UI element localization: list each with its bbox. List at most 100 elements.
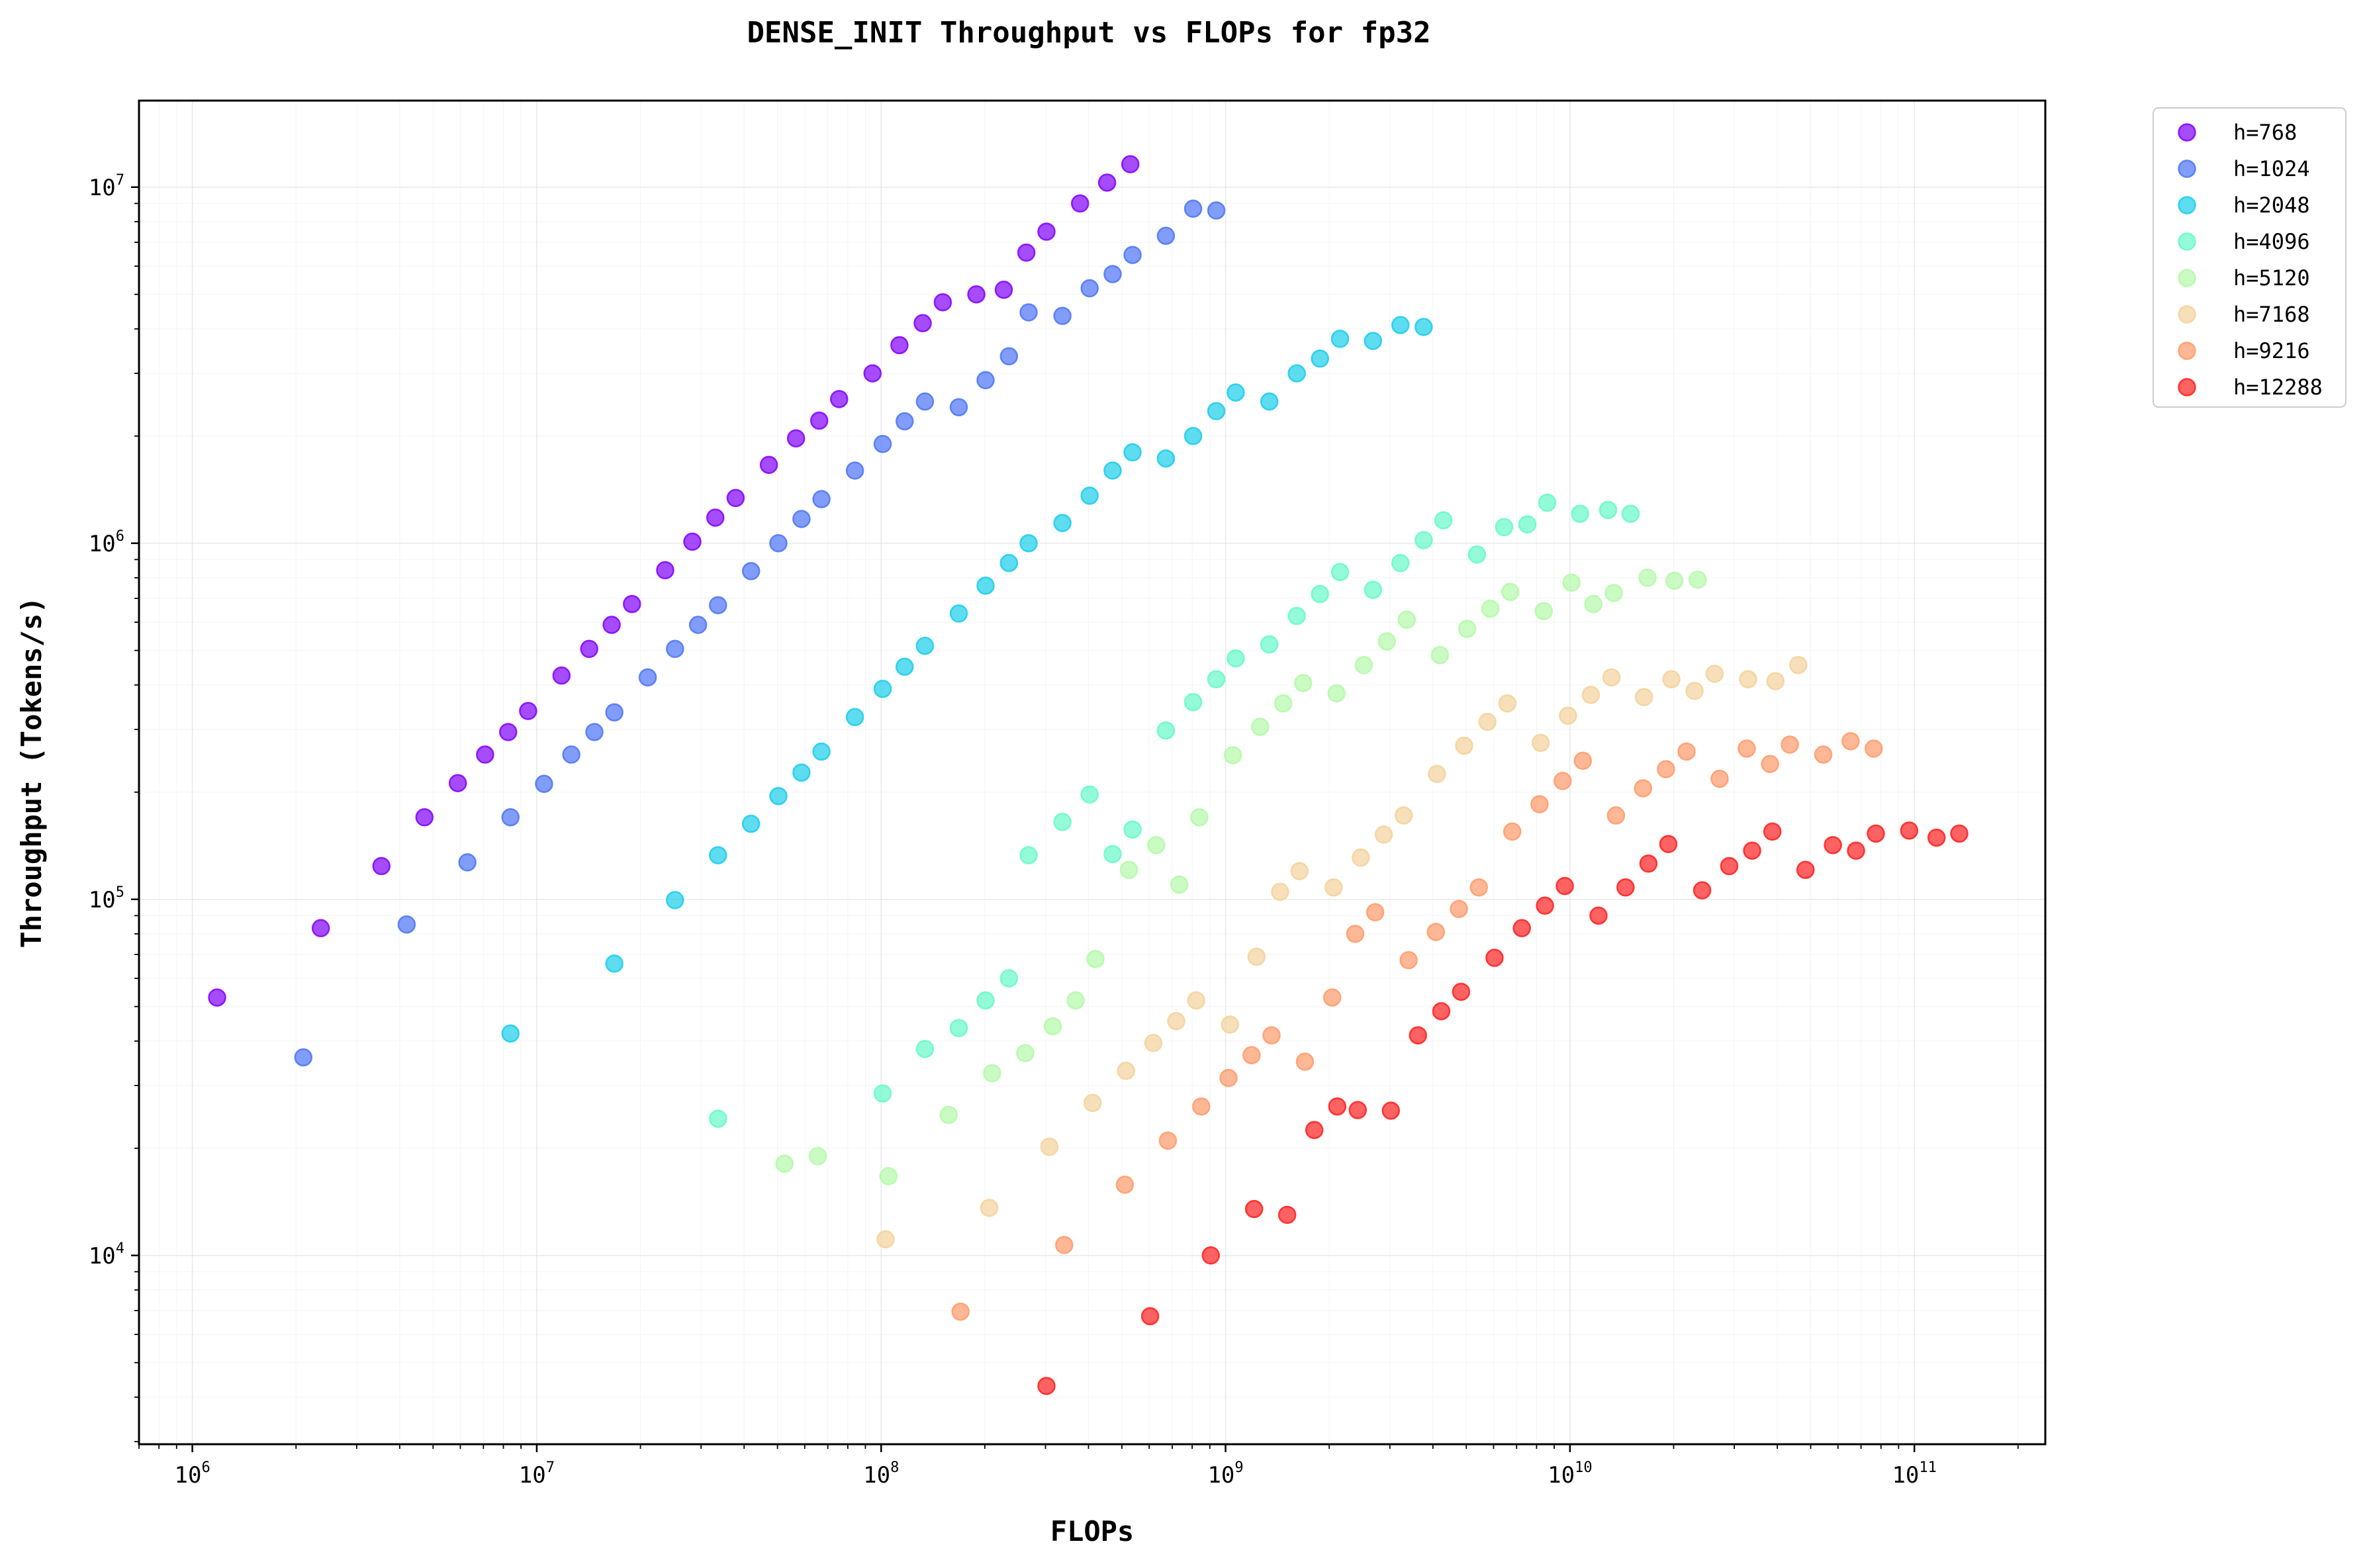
- data-point: [602, 616, 621, 634]
- data-point: [1485, 948, 1504, 967]
- legend-entry-label: h=1024: [2233, 156, 2310, 181]
- data-point: [1824, 836, 1842, 854]
- data-point: [1501, 582, 1520, 602]
- data-point: [501, 1024, 520, 1043]
- legend-marker: [2178, 378, 2196, 396]
- data-point: [1450, 899, 1468, 918]
- data-point: [879, 1167, 898, 1185]
- data-point: [1374, 825, 1393, 844]
- data-point: [1657, 760, 1675, 778]
- data-point: [1498, 694, 1517, 713]
- data-point: [415, 808, 434, 827]
- data-point: [1677, 742, 1696, 761]
- legend-entry-label: h=5120: [2233, 265, 2310, 291]
- data-point: [1738, 739, 1756, 758]
- data-point: [683, 532, 702, 551]
- data-point: [759, 455, 778, 475]
- data-point: [1287, 364, 1306, 383]
- series-h=7168: [876, 655, 1808, 1249]
- data-point: [895, 657, 914, 676]
- data-point: [1055, 1236, 1074, 1254]
- data-point: [1140, 1307, 1160, 1326]
- data-point: [1602, 668, 1621, 687]
- data-point: [1103, 265, 1122, 283]
- data-point: [623, 594, 641, 614]
- data-point: [1121, 155, 1140, 173]
- data-point: [1323, 988, 1342, 1007]
- series-h=9216: [951, 732, 1883, 1321]
- data-point: [638, 668, 657, 687]
- data-point: [895, 412, 914, 431]
- data-point: [1415, 318, 1433, 336]
- data-point: [1066, 991, 1085, 1010]
- data-point: [999, 347, 1019, 366]
- data-point: [1115, 1176, 1135, 1194]
- x-tick-label: 106: [174, 1459, 210, 1489]
- data-point: [535, 774, 553, 794]
- data-point: [1495, 518, 1514, 537]
- data-point: [1364, 332, 1383, 350]
- data-point: [976, 991, 995, 1010]
- data-point: [792, 510, 811, 528]
- data-point: [1763, 822, 1782, 841]
- series-h=12288: [1037, 821, 1969, 1395]
- data-point: [845, 461, 864, 480]
- data-point: [1117, 1062, 1135, 1080]
- data-point: [915, 637, 935, 655]
- legend-entry-label: h=12288: [2233, 375, 2323, 400]
- data-point: [458, 853, 477, 872]
- data-point: [812, 742, 831, 761]
- data-point: [873, 435, 892, 453]
- data-point: [1720, 856, 1739, 876]
- data-point: [1841, 732, 1860, 751]
- y-tick-label: 104: [89, 1240, 124, 1269]
- data-point: [1247, 947, 1266, 966]
- data-point: [1530, 795, 1549, 813]
- data-point: [476, 745, 494, 764]
- data-point: [1536, 896, 1554, 915]
- data-point: [1311, 584, 1329, 604]
- data-point: [372, 856, 391, 876]
- data-point: [552, 666, 571, 685]
- series-h=768: [208, 155, 1140, 1007]
- data-point: [1430, 646, 1450, 665]
- data-point: [1604, 584, 1623, 602]
- data-point: [915, 392, 935, 411]
- data-point: [1187, 991, 1205, 1010]
- data-point: [1287, 606, 1306, 625]
- data-point: [1184, 693, 1203, 712]
- y-tick-label: 107: [89, 172, 124, 201]
- data-point: [1606, 806, 1626, 825]
- data-point: [845, 708, 864, 727]
- data-point: [1219, 1068, 1238, 1087]
- legend-marker: [2178, 342, 2196, 360]
- data-point: [873, 680, 892, 698]
- data-point: [1156, 226, 1176, 246]
- data-point: [1685, 682, 1704, 700]
- data-point: [1221, 1015, 1239, 1034]
- data-point: [1381, 1101, 1401, 1120]
- data-point: [1123, 443, 1142, 462]
- data-point: [1147, 836, 1166, 854]
- data-point: [1571, 504, 1589, 523]
- data-point: [1364, 580, 1383, 599]
- data-point: [1017, 243, 1036, 262]
- data-point: [1581, 686, 1601, 704]
- data-point: [1053, 813, 1072, 831]
- data-point: [1080, 486, 1099, 505]
- data-point: [890, 336, 909, 355]
- data-point: [1043, 1017, 1062, 1036]
- data-point: [1330, 563, 1350, 582]
- data-point: [605, 703, 624, 722]
- series-h=1024: [294, 199, 1226, 1067]
- data-point: [1086, 950, 1105, 968]
- data-point: [1599, 500, 1618, 520]
- data-point: [1452, 982, 1471, 1001]
- data-point: [1290, 862, 1309, 880]
- data-point: [873, 1084, 892, 1103]
- data-point: [1639, 854, 1658, 873]
- data-point: [876, 1230, 895, 1249]
- data-point: [829, 390, 849, 408]
- data-point: [1455, 736, 1473, 755]
